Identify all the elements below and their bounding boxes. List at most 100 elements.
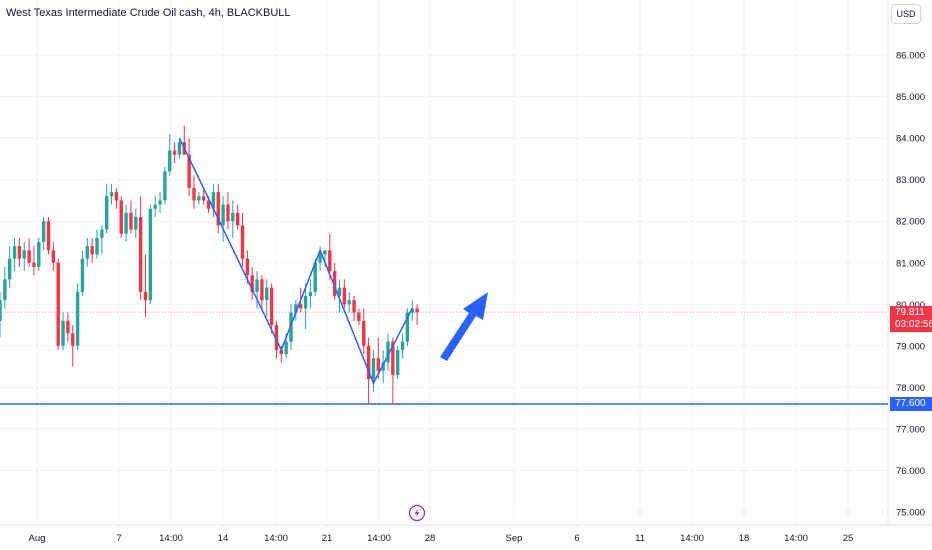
candle-body — [206, 200, 211, 209]
candle-body — [328, 250, 332, 272]
price-tick-label: 84.000 — [896, 134, 925, 145]
candle-body — [294, 304, 298, 313]
lightning-icon[interactable] — [408, 504, 426, 522]
candle-body — [168, 150, 172, 172]
time-tick-label: 14:00 — [159, 533, 183, 544]
time-tick-label: 6 — [574, 533, 579, 544]
candle-body — [362, 320, 366, 346]
candle-body — [85, 246, 89, 259]
price-tick-label: 82.000 — [896, 217, 925, 228]
candle-body — [129, 212, 133, 230]
chart-title: West Texas Intermediate Crude Oil cash, … — [6, 7, 291, 19]
candle-body — [357, 312, 361, 321]
candle-body — [366, 345, 371, 380]
candle-body — [381, 362, 385, 371]
candle-body — [274, 325, 279, 351]
candle-body — [134, 217, 138, 230]
candle-body — [202, 196, 206, 201]
candle-body — [163, 171, 167, 201]
candle-body — [192, 187, 196, 201]
candle-body — [245, 258, 250, 276]
price-tick-label: 76.000 — [896, 466, 925, 477]
candle-body — [396, 350, 400, 375]
time-tick-label: 28 — [425, 533, 436, 544]
price-tick-label: 81.000 — [896, 258, 925, 269]
candle-body — [153, 204, 157, 209]
time-tick-label: 14 — [218, 533, 229, 544]
candle-body — [114, 192, 119, 201]
candle-body — [143, 291, 148, 301]
zigzag-drawing — [178, 137, 413, 386]
candle-body — [37, 241, 41, 267]
price-tick-label: 78.000 — [896, 383, 925, 394]
candle-body — [415, 308, 419, 313]
price-axis: 86.000 85.000 84.000 83.000 82.000 81.000 80.0… — [896, 51, 925, 519]
up-arrow-drawing[interactable] — [440, 292, 488, 361]
time-tick-label: 21 — [322, 533, 333, 544]
candle-body — [61, 320, 65, 346]
candle-body — [289, 312, 293, 342]
candle-body — [279, 350, 283, 355]
candle-body — [371, 358, 376, 380]
candle-body — [347, 300, 351, 305]
last-price-value: 79.811 — [895, 307, 925, 318]
candle-body — [313, 262, 317, 292]
candle-body — [284, 341, 288, 355]
candle-body — [221, 204, 225, 226]
candle-body — [240, 225, 245, 259]
candle-body — [226, 204, 230, 222]
candle-body — [12, 246, 17, 259]
time-tick-label: 14:00 — [680, 533, 704, 544]
candle-body — [75, 291, 80, 346]
candle-body — [3, 279, 7, 301]
candle-body — [109, 192, 114, 197]
candle-body — [337, 287, 342, 296]
candle-body — [260, 279, 264, 301]
candle-body — [46, 221, 51, 251]
candle-body — [105, 196, 109, 230]
candle-body — [352, 300, 356, 313]
price-tick-label: 83.000 — [896, 175, 925, 186]
candle-body — [323, 250, 327, 255]
candle-body — [255, 279, 259, 292]
candle-body — [95, 237, 99, 255]
candle-body — [376, 358, 380, 371]
time-tick-label: Sep — [506, 533, 523, 544]
time-tick-label: 11 — [635, 533, 645, 544]
candle-body — [250, 275, 254, 292]
candle-body — [119, 200, 123, 234]
candle-body — [148, 208, 153, 301]
chart-grid — [0, 0, 888, 525]
candle-body — [71, 333, 75, 346]
candle-body — [308, 291, 313, 296]
time-tick-label: 14:00 — [367, 533, 391, 544]
candlestick-series — [0, 125, 419, 405]
time-tick-label: 7 — [116, 533, 121, 544]
candle-body — [410, 308, 414, 313]
candle-body — [265, 287, 269, 301]
candle-body — [318, 254, 322, 263]
price-tick-label: 75.000 — [896, 508, 925, 519]
candle-body — [56, 262, 60, 346]
candle-body — [22, 250, 26, 259]
time-tick-label: 14:00 — [264, 533, 288, 544]
candle-body — [235, 212, 240, 226]
price-tick-label: 86.000 — [896, 51, 925, 62]
time-tick-label: Aug — [29, 533, 46, 544]
time-axis: Aug 7 14:00 14 14:00 21 14:00 28 Sep 6 11 14:00 18 14… — [29, 533, 854, 544]
candle-body — [391, 341, 395, 375]
candle-body — [0, 300, 2, 321]
currency-selector[interactable]: USD — [891, 4, 921, 24]
candle-body — [27, 250, 31, 263]
candle-body — [216, 192, 220, 226]
candle-body — [303, 295, 308, 309]
candle-body — [41, 221, 46, 242]
candle-body — [80, 258, 85, 292]
candle-body — [342, 287, 347, 305]
candle-body — [405, 312, 410, 342]
price-tick-label: 80.000 — [896, 300, 925, 311]
price-tick-label: 79.000 — [896, 341, 925, 352]
candle-body — [17, 246, 22, 259]
last-price-badge: 79.811 03:02:56 — [890, 306, 932, 332]
